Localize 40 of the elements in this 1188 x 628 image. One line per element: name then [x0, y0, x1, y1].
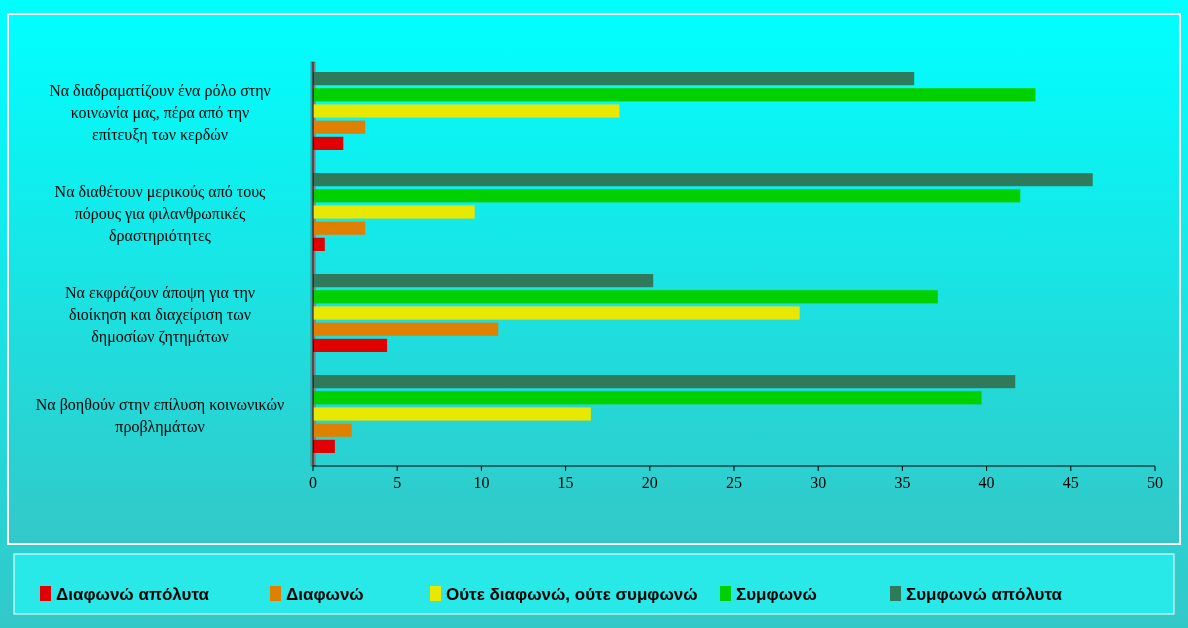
legend-label: Συμφωνώ: [736, 585, 817, 604]
x-tick-label: 0: [309, 474, 317, 491]
x-tick-label: 5: [393, 474, 402, 491]
x-tick-label: 25: [726, 474, 742, 491]
bar: [313, 322, 499, 336]
x-tick-label: 45: [1062, 474, 1079, 491]
bar: [313, 290, 938, 304]
bar: [313, 88, 1036, 102]
x-tick-label: 30: [810, 474, 827, 491]
bar: [313, 306, 800, 320]
bar: [313, 136, 344, 150]
y-tick-label: Να βοηθούν στην επίλυση κοινωνικών προβλημάτων: [35, 395, 285, 436]
bar: [313, 237, 325, 251]
y-tick-label: Να εκφράζουν άποψη για την διοίκηση και διαχείριση των δημοσίων ζητημάτων: [65, 283, 255, 346]
bar: [313, 173, 1093, 187]
legend-label: Ούτε διαφωνώ, ούτε συμφωνώ: [446, 585, 698, 604]
bar: [313, 221, 366, 235]
x-tick-label: 50: [1147, 474, 1163, 491]
bar: [313, 205, 475, 219]
bar: [313, 274, 654, 288]
bar: [313, 423, 352, 437]
y-tick-label: Να διαθέτουν μερικούς από τους πόρους για φιλανθρωπικές δραστηριότητες: [54, 182, 267, 245]
x-tick-label: 40: [978, 474, 995, 491]
bar: [313, 189, 1021, 203]
x-tick-label: 35: [894, 474, 911, 491]
bar: [313, 391, 982, 405]
bar: [313, 120, 366, 134]
y-tick-label: Να διαδραματίζουν ένα ρόλο στην κοινωνία μας, πέρα από την επίτευξη των κερδών: [49, 81, 271, 144]
bar: [313, 338, 388, 352]
bar: [313, 104, 620, 118]
legend-label: Διαφωνώ απόλυτα: [56, 585, 210, 604]
bar: [313, 439, 335, 453]
bar: [313, 407, 591, 421]
x-tick-label: 10: [473, 474, 490, 491]
x-tick-label: 20: [641, 474, 658, 491]
legend-label: Συμφωνώ απόλυτα: [906, 585, 1063, 604]
legend-label: Διαφωνώ: [286, 585, 364, 604]
bar: [313, 72, 915, 86]
bar: [313, 375, 1016, 389]
x-tick-label: 15: [557, 474, 574, 491]
